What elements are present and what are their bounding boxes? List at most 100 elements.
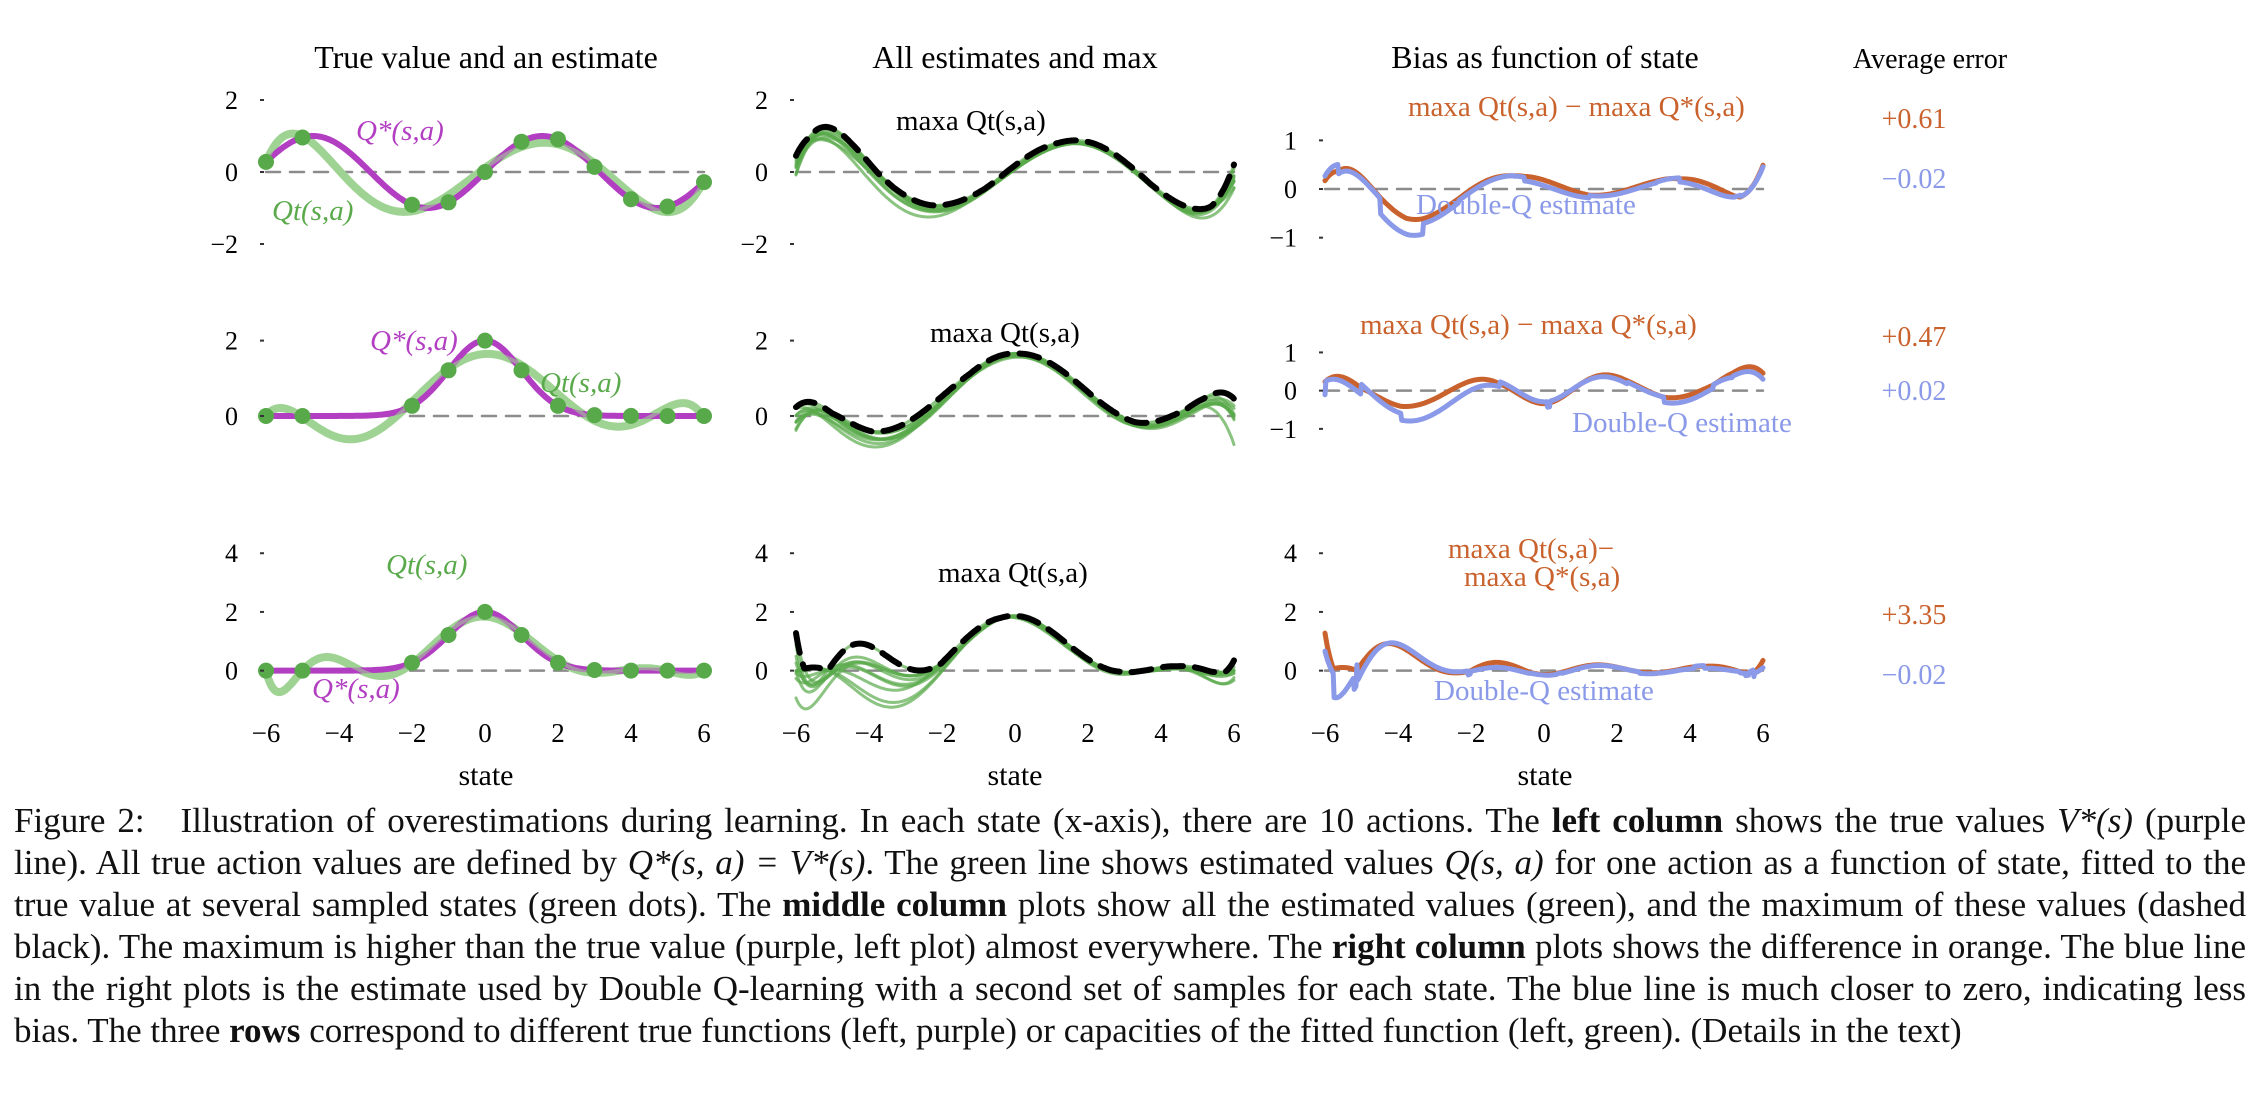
title-left: True value and an estimate [314,39,658,75]
ytick-r3-c1-2: 0 [225,657,238,686]
xtick-c1-5: 4 [624,718,638,748]
sample-dot-r1-2 [404,196,420,213]
estimate-line-r3-3 [794,614,1236,704]
sample-dot-r3-9 [659,662,676,679]
estimate-line-r3-7 [794,615,1236,692]
xtick-c1-4: 2 [551,718,565,748]
sample-dot-r2-2 [404,397,420,414]
sample-dot-r1-6 [550,131,566,148]
xtick-c3-2: −2 [1457,718,1486,748]
ytick-r3-c2-0: 4 [755,539,768,568]
double-q-line-r2 [1322,369,1766,424]
xtick-c1-3: 0 [478,718,492,748]
caption-bold-right-column: right column [1331,927,1526,966]
sample-dot-r1-5 [513,133,530,150]
double-q-line-r1 [1322,162,1766,238]
ytick-r1-c2-2: −2 [740,230,768,259]
caption-bold-middle-column: middle column [782,885,1007,924]
avg-error-row1-dq: −0.02 [1882,164,1947,195]
caption-part: for one action as a function of state, f… [14,843,2247,924]
ytick-r1-c1-1: 0 [225,158,238,187]
sample-dot-r3-7 [586,662,603,678]
sample-dot-r2-0 [258,408,274,424]
xtick-c3-5: 4 [1683,718,1697,748]
avg-error-row3-over: +3.35 [1882,600,1947,631]
caption-bold-left-column: left column [1551,801,1724,840]
tick-layer: 2 0 −2 2 0 −2 1 0 −1 2 0 2 0 1 0 −1 4 2 0 4 2 0 4 2 0 −6 −4 −2 0 2 4 6 −… [210,86,1769,748]
estimate-line-r1-1 [794,138,1236,220]
ytick-r1-c2-0: 2 [755,86,768,115]
label-diff-r1: maxa Qt(s,a) − maxa Q*(s,a) [1408,91,1745,123]
caption-part: . The green line shows estimated values [865,843,1434,882]
title-right: Bias as function of state [1391,39,1698,75]
sample-dot-r3-6 [550,654,566,671]
xtick-c3-4: 2 [1610,718,1624,748]
label-dq-r1: Double-Q estimate [1416,189,1636,221]
ytick-r2-c2-1: 0 [755,402,768,431]
xtick-c3-3: 0 [1537,718,1551,748]
label-q-true-r1: Q*(s,a) [356,115,444,147]
label-q-est-r1: Qt(s,a) [272,195,353,227]
estimate-line-r3-2 [794,614,1236,689]
sample-dot-r2-8 [623,407,639,424]
sample-dot-r1-4 [477,164,493,180]
ytick-r2-c3-1: 0 [1284,377,1297,406]
sample-dot-r3-1 [294,662,311,679]
avg-error-row2-over: +0.47 [1882,322,1947,353]
estimate-line-r3-0 [794,615,1236,694]
label-diff-r3-l1: maxa Qt(s,a)− [1448,533,1614,565]
caption-figure-number: Figure 2: [14,801,145,840]
sample-dot-r1-9 [659,198,676,215]
estimate-line-r1-9 [794,133,1236,215]
sample-dot-r2-3 [440,362,457,379]
estimate-line-r3-6 [794,614,1236,686]
ytick-r1-c1-2: −2 [210,230,238,259]
sample-dot-r1-10 [696,174,712,191]
sample-dot-r1-0 [258,153,274,170]
dot-layer [258,129,712,679]
sample-dot-r1-1 [294,129,311,146]
xtick-c2-4: 2 [1081,718,1095,748]
avg-error-row3-dq: −0.02 [1882,660,1947,691]
sample-dot-r2-10 [696,408,712,424]
ytick-r2-c3-0: 1 [1284,338,1297,367]
figure-panels: True value and an estimate All estimates… [210,39,2008,792]
estimate-overlay-r2 [264,351,706,442]
text-layer: True value and an estimate All estimates… [272,39,2008,792]
label-diff-r3-l2: maxa Q*(s,a) [1464,561,1620,593]
ytick-r3-c2-2: 0 [755,657,768,686]
xtick-c3-0: −6 [1311,718,1340,748]
caption-math: V*(s) [2057,801,2133,840]
max-estimate-line-r1 [793,123,1237,213]
xtick-c1-6: 6 [697,718,711,748]
xtick-c2-3: 0 [1008,718,1022,748]
xtick-c3-1: −4 [1384,718,1413,748]
ytick-r1-c3-2: −1 [1269,224,1297,253]
label-dq-r2: Double-Q estimate [1572,407,1792,439]
max-estimate-line-r3 [793,612,1237,676]
ytick-r3-c3-0: 4 [1284,539,1297,568]
xtick-c2-5: 4 [1154,718,1168,748]
caption-part: plots show all the estimated values (gre… [14,885,2247,966]
double-q-line-r3 [1322,640,1766,701]
sample-dot-r2-7 [586,407,603,424]
avg-error-row1-over: +0.61 [1882,104,1947,135]
label-q-true-r3: Q*(s,a) [312,673,400,705]
estimate-line-r2-9 [794,352,1236,441]
caption-math: Q(s, a) [1444,843,1544,882]
estimate-line-r2 [262,349,708,444]
caption-part: Illustration of overestimations during l… [180,801,1540,840]
label-dq-r3: Double-Q estimate [1434,675,1654,707]
label-diff-r2: maxa Qt(s,a) − maxa Q*(s,a) [1360,309,1697,341]
xtick-c2-1: −4 [855,718,884,748]
sample-dot-r3-3 [440,627,457,643]
ytick-r3-c1-1: 2 [225,598,238,627]
xtick-c2-0: −6 [782,718,811,748]
xtick-c1-0: −6 [252,718,281,748]
bias-line-r1 [1322,162,1766,222]
label-max-r2: maxa Qt(s,a) [930,317,1080,349]
sample-dot-r2-6 [550,397,566,414]
caption-part: plots shows the difference in orange. Th… [14,927,2247,1050]
estimate-line-r3-4 [794,614,1236,688]
sample-dot-r1-8 [623,191,639,208]
